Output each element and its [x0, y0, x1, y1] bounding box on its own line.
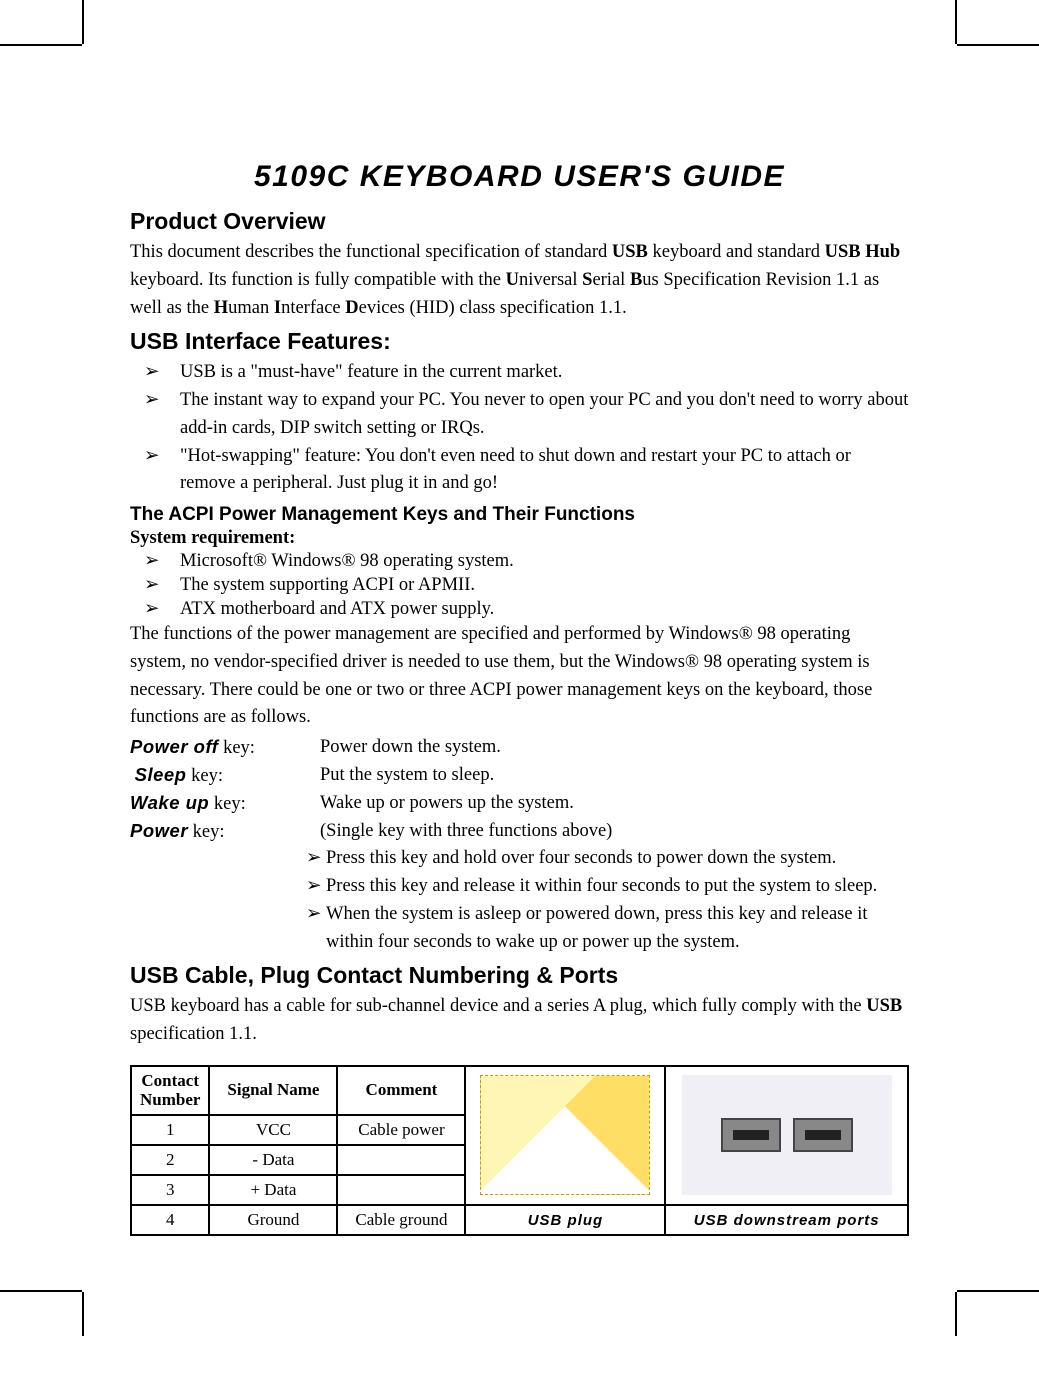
text: keyboard and standard	[648, 242, 825, 262]
key-desc: Power down the system.	[320, 734, 501, 762]
system-requirement-list: Microsoft® Windows® 98 operating system.…	[130, 549, 909, 621]
key-desc: Put the system to sleep.	[320, 762, 494, 790]
table-cell: 3	[131, 1175, 209, 1205]
text-bold: U	[506, 270, 519, 290]
port-icon	[793, 1118, 853, 1152]
table-header: Comment	[337, 1066, 465, 1115]
text: evices (HID) class specification 1.1.	[359, 298, 627, 318]
table-header: Contact Number	[131, 1066, 209, 1115]
text: erial	[592, 270, 630, 290]
table-cell: 2	[131, 1145, 209, 1175]
text: niversal	[519, 270, 582, 290]
text-bold: B	[630, 270, 642, 290]
usb-ports-image-cell	[665, 1066, 908, 1205]
crop-mark	[82, 0, 84, 44]
key-name: Wake up key:	[130, 790, 320, 818]
text-bold: I	[274, 298, 281, 318]
text-bold: USB	[612, 242, 648, 262]
cable-paragraph: USB keyboard has a cable for sub-channel…	[130, 993, 909, 1049]
text-bold: D	[345, 298, 358, 318]
key-label: Power	[130, 820, 188, 841]
crop-mark	[82, 1292, 84, 1336]
crop-mark	[0, 1290, 82, 1292]
acpi-keys-block: Power off key: Power down the system. Sl…	[130, 734, 909, 845]
usb-ports-icon	[682, 1075, 892, 1195]
list-item: The instant way to expand your PC. You n…	[156, 387, 909, 443]
text: nterface	[281, 298, 345, 318]
heading-product-overview: Product Overview	[130, 208, 909, 235]
key-desc: (Single key with three functions above)	[320, 818, 612, 846]
text-bold: USB	[866, 996, 902, 1016]
port-icon	[721, 1118, 781, 1152]
table-cell: Cable ground	[337, 1205, 465, 1235]
acpi-paragraph: The functions of the power management ar…	[130, 621, 909, 732]
heading-usb-features: USB Interface Features:	[130, 328, 909, 355]
usb-plug-caption: USB plug	[528, 1212, 604, 1229]
crop-mark	[0, 44, 82, 46]
usb-ports-caption: USB downstream ports	[694, 1212, 880, 1229]
key-label: Sleep	[135, 764, 187, 785]
key-label: Power off	[130, 736, 218, 757]
key-row: Sleep key: Put the system to sleep.	[130, 762, 909, 790]
list-item: The system supporting ACPI or APMII.	[156, 573, 909, 597]
text: key:	[218, 738, 254, 758]
table-header-row: Contact Number Signal Name Comment	[131, 1066, 908, 1115]
usb-contact-table: Contact Number Signal Name Comment 1 VCC…	[130, 1065, 909, 1236]
list-item: "Hot-swapping" feature: You don't even n…	[156, 443, 909, 499]
list-item: ATX motherboard and ATX power supply.	[156, 597, 909, 621]
table-header: Signal Name	[209, 1066, 337, 1115]
crop-mark	[955, 1292, 957, 1336]
text-bold: H	[214, 298, 228, 318]
usb-features-list: USB is a "must-have" feature in the curr…	[130, 359, 909, 498]
key-row: Power key: (Single key with three functi…	[130, 818, 909, 846]
table-cell: VCC	[209, 1115, 337, 1145]
table-cell: Ground	[209, 1205, 337, 1235]
text-bold: USB Hub	[825, 242, 901, 262]
crop-mark	[955, 0, 957, 44]
page-title: 5109C KEYBOARD USER'S GUIDE	[130, 160, 909, 194]
heading-acpi: The ACPI Power Management Keys and Their…	[130, 504, 909, 526]
key-name: Power key:	[130, 818, 320, 846]
list-item: When the system is asleep or powered dow…	[310, 901, 909, 957]
text: specification 1.1.	[130, 1024, 257, 1044]
key-row: Wake up key: Wake up or powers up the sy…	[130, 790, 909, 818]
text: key:	[209, 794, 245, 814]
table-cell	[337, 1145, 465, 1175]
table-cell: 4	[131, 1205, 209, 1235]
power-key-sublist: Press this key and hold over four second…	[130, 845, 909, 956]
table-cell: - Data	[209, 1145, 337, 1175]
crop-mark	[957, 44, 1039, 46]
text: This document describes the functional s…	[130, 242, 612, 262]
usb-plug-caption-cell: USB plug	[465, 1205, 665, 1235]
table-cell: Cable power	[337, 1115, 465, 1145]
list-item: Press this key and hold over four second…	[310, 845, 909, 873]
list-item: USB is a "must-have" feature in the curr…	[156, 359, 909, 387]
table-cell: 1	[131, 1115, 209, 1145]
table-cell: + Data	[209, 1175, 337, 1205]
text: keyboard. Its function is fully compatib…	[130, 270, 506, 290]
key-label: Wake up	[130, 792, 209, 813]
usb-ports-caption-cell: USB downstream ports	[665, 1205, 908, 1235]
text: key:	[186, 766, 222, 786]
system-requirement-label: System requirement:	[130, 528, 909, 549]
text: uman	[228, 298, 274, 318]
table-cell	[337, 1175, 465, 1205]
key-desc: Wake up or powers up the system.	[320, 790, 574, 818]
key-name: Power off key:	[130, 734, 320, 762]
table-row: 4 Ground Cable ground USB plug USB downs…	[131, 1205, 908, 1235]
text: USB keyboard has a cable for sub-channel…	[130, 996, 866, 1016]
usb-plug-icon	[480, 1075, 650, 1195]
list-item: Press this key and release it within fou…	[310, 873, 909, 901]
heading-usb-cable: USB Cable, Plug Contact Numbering & Port…	[130, 962, 909, 989]
crop-mark	[957, 1290, 1039, 1292]
overview-paragraph: This document describes the functional s…	[130, 239, 909, 322]
key-name: Sleep key:	[130, 762, 320, 790]
list-item: Microsoft® Windows® 98 operating system.	[156, 549, 909, 573]
usb-plug-image-cell	[465, 1066, 665, 1205]
key-row: Power off key: Power down the system.	[130, 734, 909, 762]
text-bold: S	[582, 270, 592, 290]
text: key:	[188, 822, 224, 842]
